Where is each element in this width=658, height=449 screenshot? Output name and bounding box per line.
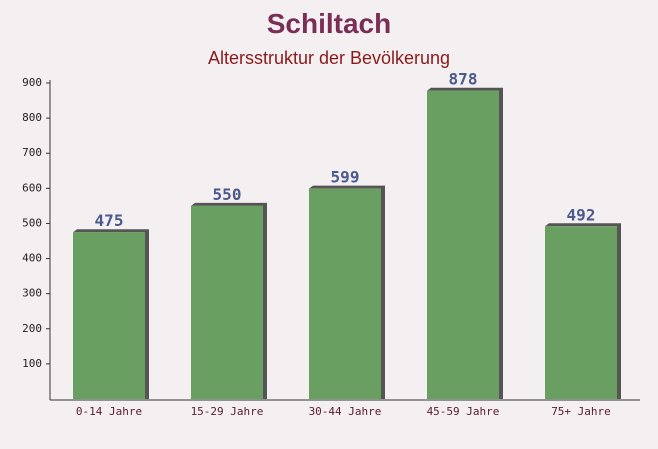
x-tick-label: 75+ Jahre — [551, 405, 611, 418]
chart-subtitle: Altersstruktur der Bevölkerung — [208, 48, 450, 68]
y-tick-label: 100 — [22, 357, 42, 370]
value-label: 475 — [95, 211, 124, 230]
y-tick-label: 600 — [22, 181, 42, 194]
y-tick-label: 200 — [22, 322, 42, 335]
y-tick-label: 900 — [22, 76, 42, 89]
y-tick-label: 300 — [22, 287, 42, 300]
y-tick-label: 500 — [22, 216, 42, 229]
x-tick-label: 45-59 Jahre — [427, 405, 500, 418]
y-tick-label: 800 — [22, 111, 42, 124]
y-tick-label: 400 — [22, 252, 42, 265]
value-label: 550 — [213, 185, 242, 204]
x-tick-label: 15-29 Jahre — [191, 405, 264, 418]
x-tick-label: 30-44 Jahre — [309, 405, 382, 418]
bar — [545, 226, 617, 399]
chart-title: Schiltach — [267, 8, 391, 39]
y-tick-label: 700 — [22, 146, 42, 159]
value-label: 599 — [331, 168, 360, 187]
bar — [427, 90, 499, 400]
value-label: 492 — [567, 205, 596, 224]
bar — [73, 232, 145, 399]
bar — [309, 188, 381, 399]
x-tick-label: 0-14 Jahre — [76, 405, 142, 418]
value-label: 878 — [449, 70, 478, 89]
bar — [191, 205, 263, 399]
